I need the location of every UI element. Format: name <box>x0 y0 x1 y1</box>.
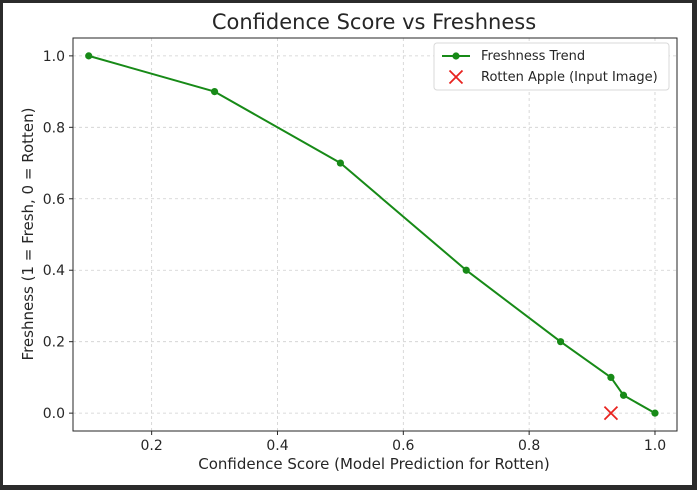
y-tick-label: 1.0 <box>43 49 65 65</box>
x-tick-label: 0.8 <box>518 438 540 454</box>
legend-marker-swatch <box>452 52 460 60</box>
x-tick-label: 0.2 <box>141 438 163 454</box>
x-axis-label: Confidence Score (Model Prediction for R… <box>198 455 550 473</box>
legend-box <box>433 42 670 91</box>
freshness-trend-point <box>336 159 344 167</box>
legend-x-swatch <box>448 69 464 85</box>
plot-area-border <box>72 37 678 432</box>
series-layer <box>85 52 659 421</box>
x-tick-label: 0.6 <box>392 438 414 454</box>
freshness-trend-line <box>88 54 656 415</box>
y-tick-label: 0.4 <box>43 263 65 279</box>
chart-title: Confidence Score vs Freshness <box>212 10 536 34</box>
y-tick-label: 0.8 <box>43 120 65 136</box>
y-tick-label: 0.2 <box>43 335 65 351</box>
freshness-trend-point <box>619 391 628 399</box>
legend-label-trend: Freshness Trend <box>481 49 585 64</box>
legend: Freshness Trend Rotten Apple (Input Imag… <box>433 42 670 91</box>
grid <box>73 38 677 431</box>
freshness-trend-point <box>462 266 470 274</box>
y-tick-label: 0.0 <box>43 406 65 422</box>
freshness-trend-point <box>651 409 659 417</box>
freshness-trend-point <box>85 52 93 60</box>
x-tick-label: 0.4 <box>266 438 288 454</box>
axis-ticks: 0.2 0.4 0.6 0.8 1.0 0.0 0.2 0.4 0.6 0.8 1.0 <box>43 49 666 454</box>
freshness-trend-point <box>557 338 565 346</box>
legend-label-input: Rotten Apple (Input Image) <box>481 70 658 85</box>
x-tick-label: 1.0 <box>644 438 666 454</box>
y-axis-label: Freshness (1 = Fresh, 0 = Rotten) <box>19 108 37 361</box>
rotten-apple-marker <box>603 405 619 421</box>
freshness-trend-point <box>210 87 219 96</box>
y-tick-label: 0.6 <box>43 192 65 208</box>
freshness-trend-point <box>607 373 615 382</box>
